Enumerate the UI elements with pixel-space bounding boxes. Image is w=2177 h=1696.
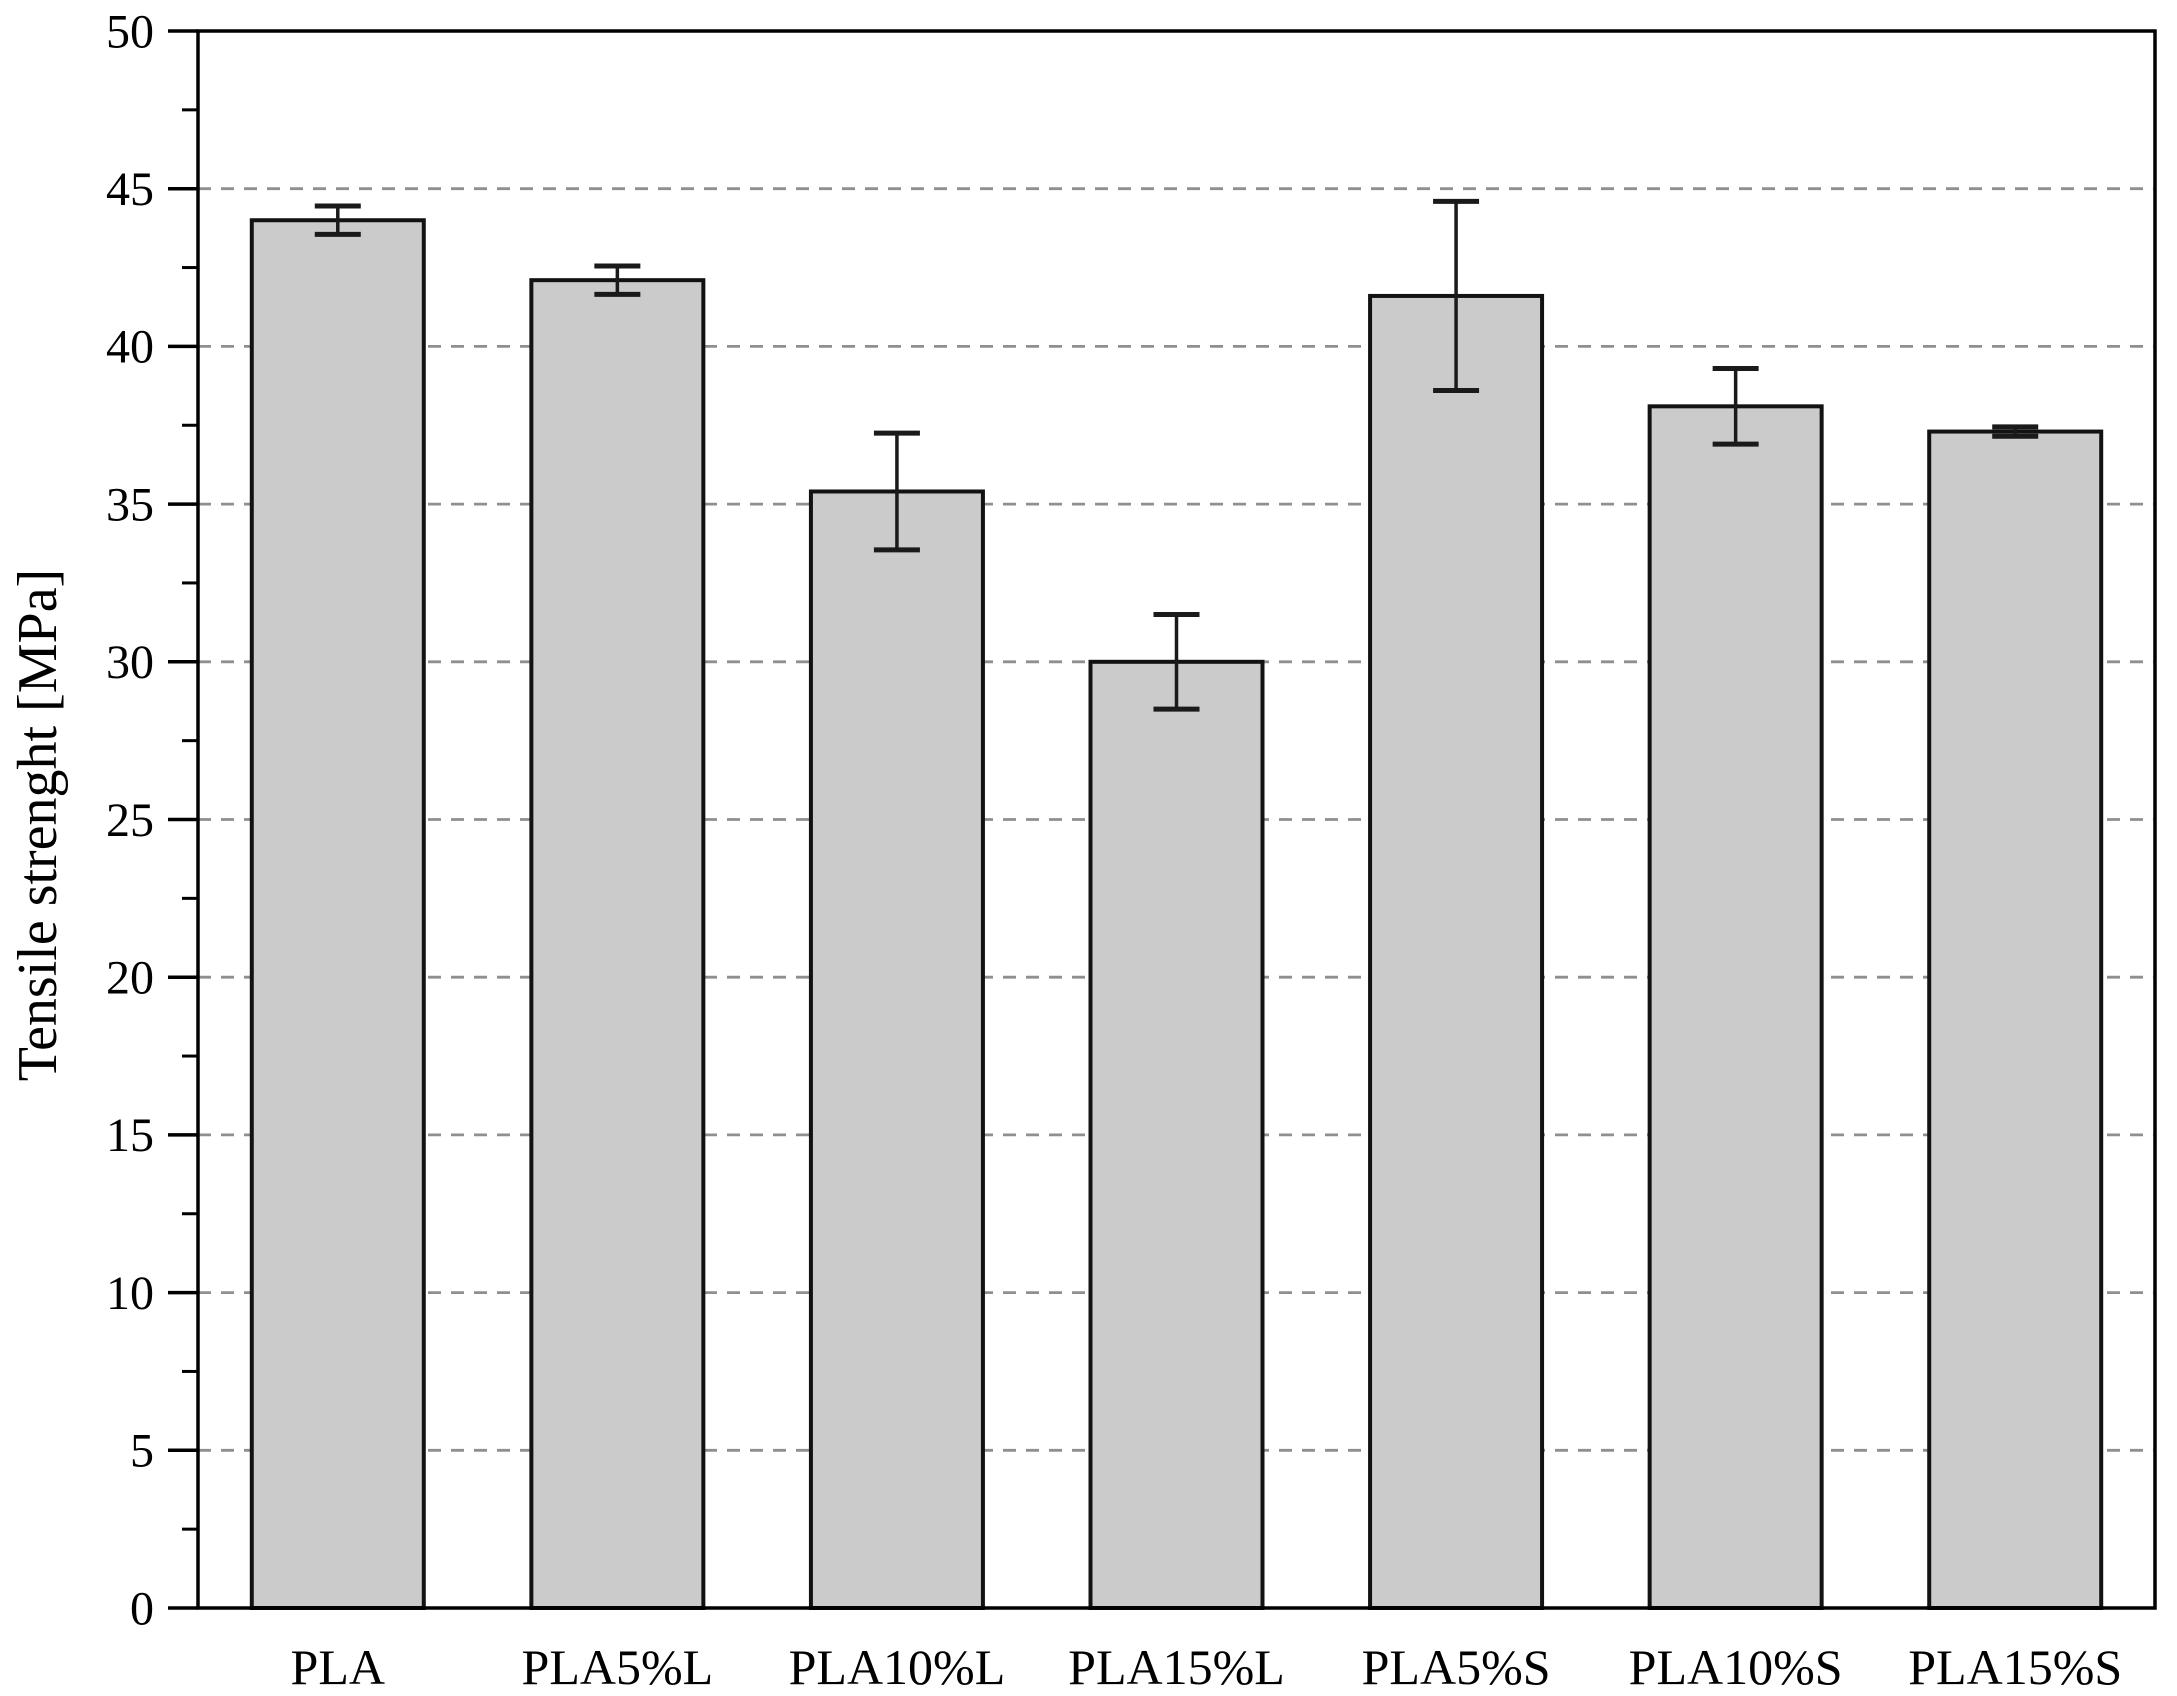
y-tick-label-20: 20: [106, 952, 154, 1005]
bar-PLA5%S: [1368, 293, 1545, 1610]
x-tick-label-PLA15%S: PLA15%S: [1908, 1639, 2122, 1695]
x-tick-label-PLA5%L: PLA5%L: [522, 1639, 714, 1695]
y-tick-label-15: 15: [106, 1109, 154, 1162]
bar-PLA10%S: [1647, 404, 1824, 1610]
x-tick-label-PLA5%S: PLA5%S: [1362, 1639, 1551, 1695]
bar-PLA15%S: [1927, 429, 2104, 1611]
y-tick-label-45: 45: [106, 163, 154, 216]
y-tick-label-50: 50: [106, 5, 154, 58]
y-tick-label-25: 25: [106, 794, 154, 847]
y-tick-label-10: 10: [106, 1267, 154, 1320]
y-tick-label-35: 35: [106, 478, 154, 531]
y-tick-label-0: 0: [130, 1582, 154, 1635]
y-tick-label-40: 40: [106, 321, 154, 374]
y-axis-title: Tensile strenght [MPa]: [7, 568, 69, 1082]
bar-PLA10%L: [808, 489, 985, 1610]
bar-PLA15%L: [1088, 659, 1265, 1610]
bar-PLA: [249, 218, 426, 1611]
x-tick-label-PLA: PLA: [291, 1639, 385, 1695]
x-tick-label-PLA15%L: PLA15%L: [1068, 1639, 1285, 1695]
y-tick-label-30: 30: [106, 636, 154, 689]
x-tick-label-PLA10%S: PLA10%S: [1629, 1639, 1843, 1695]
x-tick-label-PLA10%L: PLA10%L: [789, 1639, 1006, 1695]
y-tick-label-5: 5: [130, 1425, 154, 1478]
bar-PLA5%L: [529, 278, 706, 1610]
